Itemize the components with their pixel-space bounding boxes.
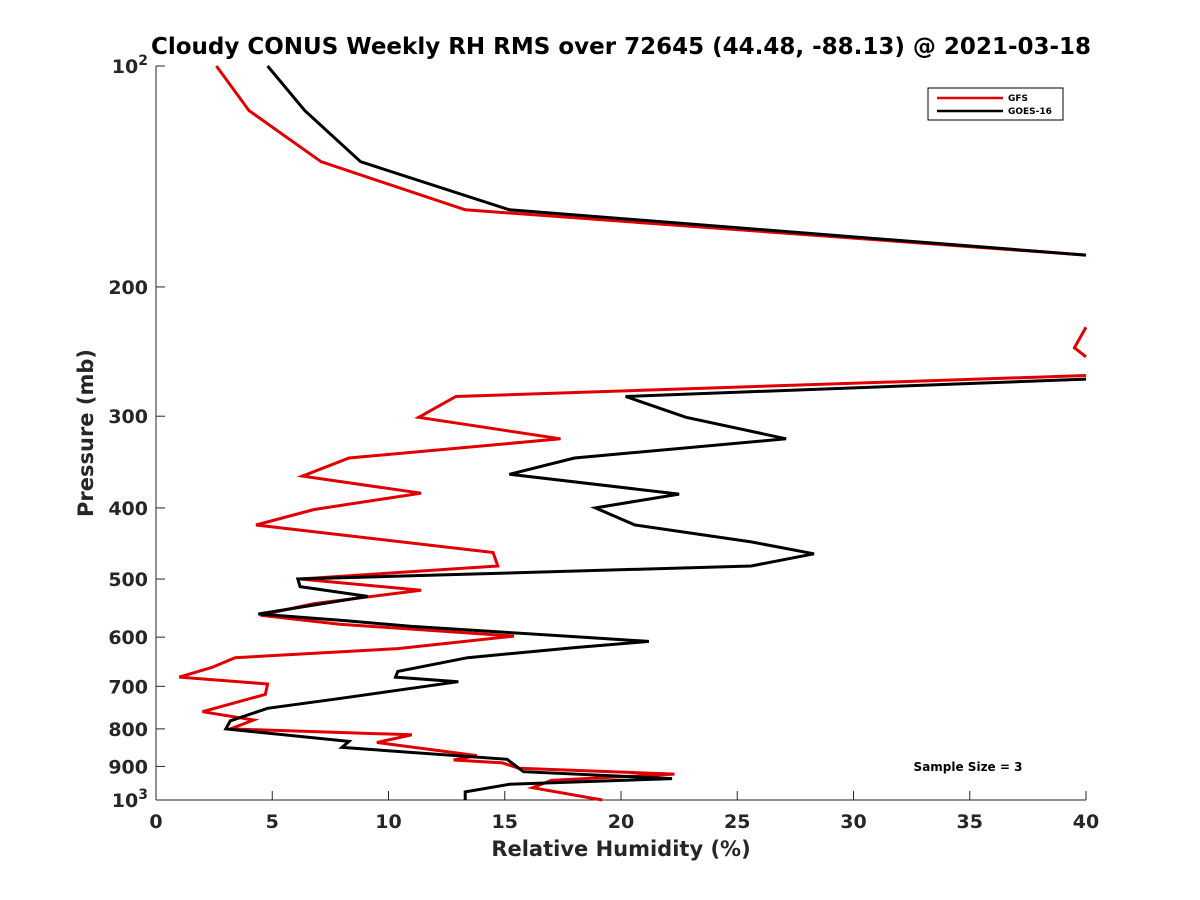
x-tick-label: 40 <box>1073 811 1099 833</box>
series-line <box>215 65 1087 257</box>
x-tick-label: 30 <box>840 811 866 833</box>
x-tick-label: 20 <box>608 811 634 833</box>
y-tick-label: 200 <box>108 277 148 299</box>
legend-label: GOES-16 <box>1008 107 1052 117</box>
axes: 0 5 10 15 20 25 30 35 40 102 200 300 400 500 600 700 800… <box>108 53 1099 833</box>
y-tick-label: 102 <box>112 53 148 78</box>
y-tick-label: 500 <box>108 569 148 591</box>
y-axis-label: Pressure (mb) <box>74 349 98 517</box>
y-tick-label: 800 <box>108 719 148 741</box>
chart-title: Cloudy CONUS Weekly RH RMS over 72645 (4… <box>151 34 1091 60</box>
legend-box <box>927 87 1064 121</box>
y-tick-label: 400 <box>108 498 148 520</box>
sample-size-annotation: Sample Size = 3 <box>914 760 1023 774</box>
series-line <box>223 377 1087 800</box>
series-layer <box>178 65 1088 802</box>
y-tick-label: 600 <box>108 627 148 649</box>
legend-label: GFS <box>1008 94 1028 104</box>
x-tick-label: 0 <box>149 811 162 833</box>
legend: GFS GOES-16 <box>927 87 1064 121</box>
x-tick-label: 5 <box>266 811 279 833</box>
x-tick-label: 25 <box>724 811 750 833</box>
y-tick-label: 103 <box>112 787 148 812</box>
x-tick-label: 10 <box>375 811 401 833</box>
x-axis-label: Relative Humidity (%) <box>491 837 750 861</box>
y-tick-label: 300 <box>108 406 148 428</box>
y-tick-label: 700 <box>108 676 148 698</box>
series-gfs <box>178 65 1088 802</box>
series-line <box>1072 326 1088 358</box>
series-goes-16 <box>223 65 1087 800</box>
series-line <box>266 65 1087 257</box>
x-tick-label: 35 <box>957 811 983 833</box>
x-tick-label: 15 <box>492 811 518 833</box>
y-tick-label: 900 <box>108 756 148 778</box>
series-line <box>178 374 1087 802</box>
